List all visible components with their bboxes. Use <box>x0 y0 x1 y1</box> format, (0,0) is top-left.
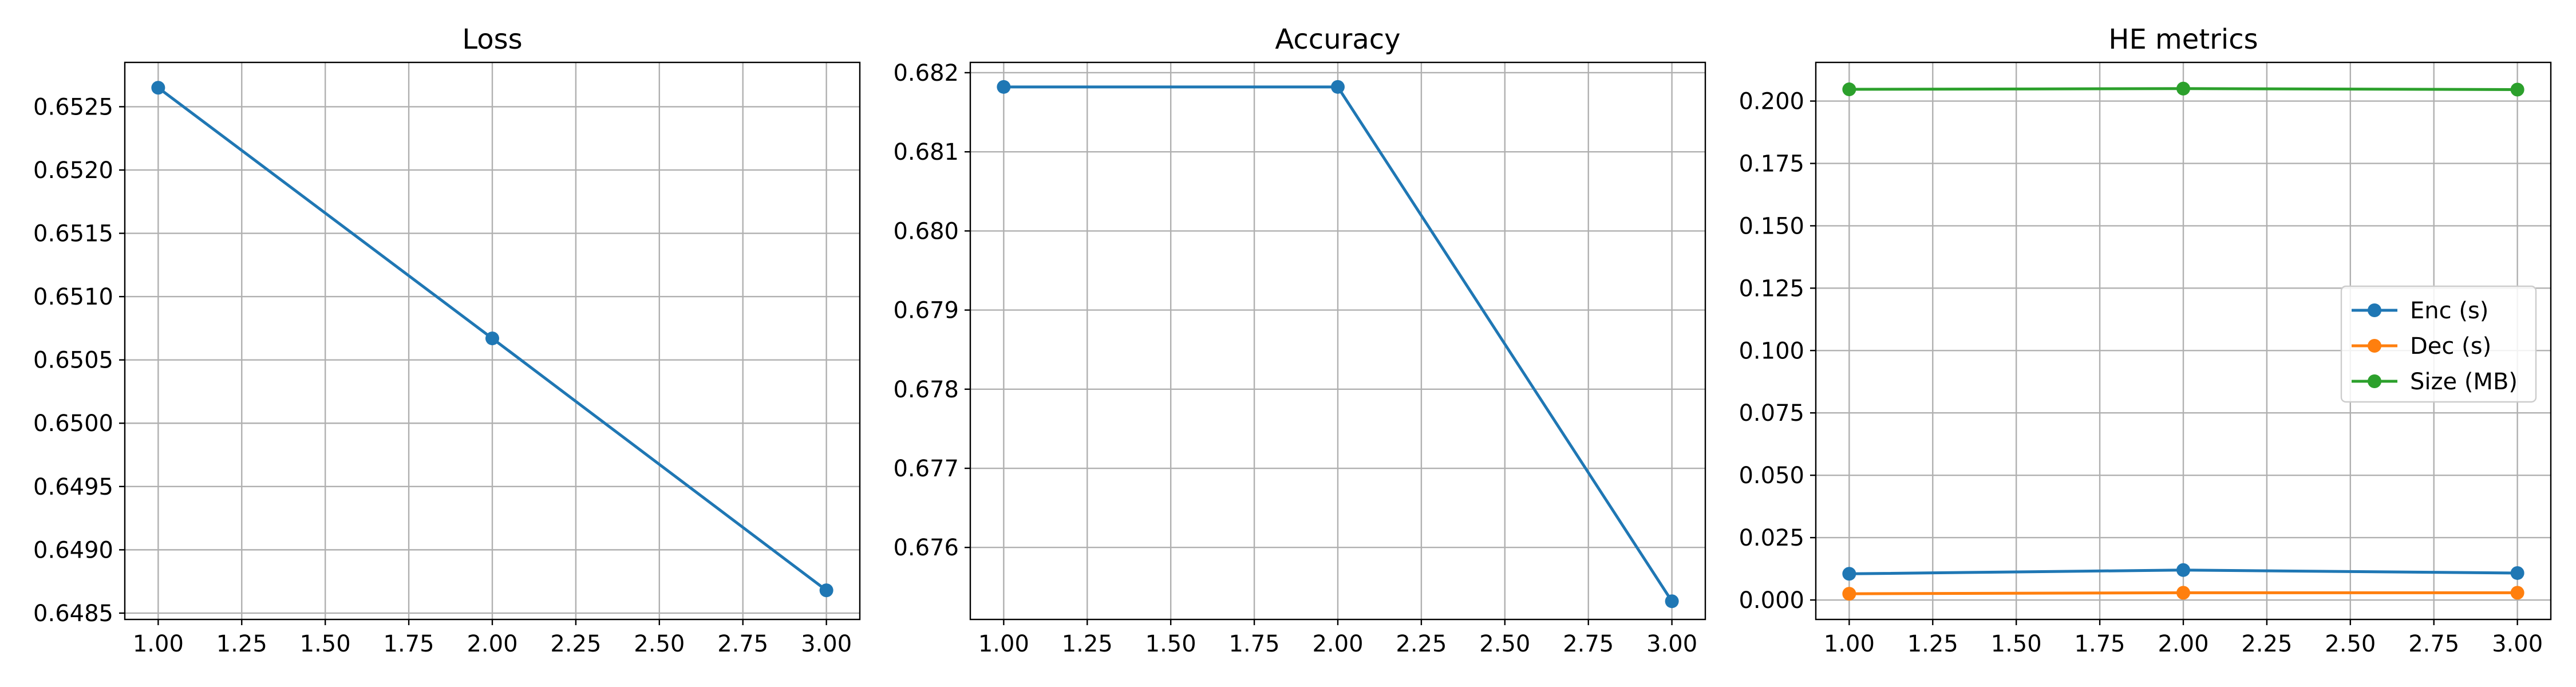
series-1 <box>1842 586 2524 601</box>
x-tick-label: 1.25 <box>1062 631 1113 657</box>
legend-label: Size (MB) <box>2410 369 2518 395</box>
data-point <box>2176 586 2190 600</box>
data-point <box>2176 81 2190 96</box>
x-tick-label: 2.75 <box>1563 631 1614 657</box>
x-tick-label: 1.00 <box>1824 631 1875 657</box>
y-tick-label: 0.050 <box>1739 463 1804 489</box>
x-tick-label: 2.00 <box>1312 631 1363 657</box>
x-tick-label: 1.00 <box>133 631 184 657</box>
data-point <box>819 583 833 598</box>
grid <box>125 62 860 619</box>
x-tick-label: 2.00 <box>467 631 517 657</box>
y-tick-label: 0.150 <box>1739 213 1804 239</box>
data-point <box>2176 563 2190 577</box>
y-tick-label: 0.6520 <box>33 157 113 184</box>
x-tick-label: 2.00 <box>2158 631 2208 657</box>
data-point <box>1665 594 1679 609</box>
y-tick-label: 0.000 <box>1739 587 1804 614</box>
y-tick-label: 0.025 <box>1739 525 1804 551</box>
y-tick-label: 0.677 <box>893 456 959 482</box>
data-point <box>151 81 165 95</box>
series-2 <box>1842 81 2524 97</box>
data-point <box>1842 82 1856 97</box>
y-tick-label: 0.100 <box>1739 338 1804 364</box>
x-tick-label: 2.25 <box>550 631 601 657</box>
legend-swatch-marker <box>2368 339 2381 353</box>
y-tick-label: 0.6505 <box>33 348 113 374</box>
data-point <box>1331 80 1345 94</box>
x-tick-label: 2.50 <box>634 631 685 657</box>
accuracy-panel: 1.00 1.25 1.50 1.75 2.00 2.25 2.50 2.75 3.00 0.67… <box>893 23 1706 657</box>
x-tick-label: 2.25 <box>1396 631 1447 657</box>
series-0 <box>997 80 1679 609</box>
x-tick-label: 2.25 <box>2241 631 2292 657</box>
he-metrics-panel: 1.00 1.25 1.50 1.75 2.00 2.25 2.50 2.75 3.00 0.00… <box>1739 23 2552 657</box>
x-tick-label: 1.50 <box>1991 631 2042 657</box>
x-tick-label: 3.00 <box>801 631 852 657</box>
legend-label: Enc (s) <box>2410 298 2488 324</box>
x-tick-label: 1.00 <box>978 631 1029 657</box>
x-tick-label: 2.75 <box>2408 631 2459 657</box>
y-tick-label: 0.125 <box>1739 275 1804 302</box>
y-tick-label: 0.075 <box>1739 400 1804 427</box>
axes-frame <box>969 61 1706 621</box>
y-tick-label: 0.200 <box>1739 89 1804 115</box>
legend: Enc (s) Dec (s) Size (MB) <box>2340 285 2537 403</box>
data-point <box>1842 567 1856 581</box>
x-tick-label: 1.50 <box>1145 631 1196 657</box>
x-tick-label: 1.75 <box>384 631 434 657</box>
legend-swatch-marker <box>2368 374 2381 388</box>
x-tick-label: 1.25 <box>216 631 267 657</box>
legend-box <box>2340 285 2537 403</box>
x-tick-label: 3.00 <box>2492 631 2543 657</box>
legend-swatch-marker <box>2368 303 2381 317</box>
x-tick-label: 2.75 <box>717 631 768 657</box>
data-point <box>2510 82 2524 97</box>
x-tick-label: 1.75 <box>2075 631 2125 657</box>
data-point <box>2510 566 2524 580</box>
chart-title: HE metrics <box>2108 23 2258 56</box>
x-tick-label: 1.25 <box>1907 631 1958 657</box>
series-0 <box>1842 563 2524 581</box>
data-point <box>2510 586 2524 600</box>
loss-panel: 1.00 1.25 1.50 1.75 2.00 2.25 2.50 2.75 3.00 0.64… <box>33 23 861 657</box>
series-0 <box>151 81 833 598</box>
y-tick-label: 0.6495 <box>33 474 113 500</box>
y-tick-label: 0.6490 <box>33 537 113 563</box>
y-tick-label: 0.682 <box>893 60 959 86</box>
x-tick-label: 2.50 <box>1479 631 1530 657</box>
x-tick-label: 2.50 <box>2325 631 2376 657</box>
y-tick-label: 0.681 <box>893 139 959 165</box>
x-tick-label: 1.50 <box>300 631 351 657</box>
grid <box>970 62 1705 619</box>
data-point <box>1842 587 1856 601</box>
x-tick-label: 3.00 <box>1646 631 1697 657</box>
legend-label: Dec (s) <box>2410 333 2491 360</box>
y-tick-label: 0.680 <box>893 218 959 244</box>
y-tick-label: 0.6485 <box>33 601 113 627</box>
y-tick-label: 0.676 <box>893 535 959 561</box>
axes-frame <box>1815 61 2552 621</box>
y-tick-label: 0.679 <box>893 298 959 324</box>
data-point <box>997 80 1011 94</box>
y-tick-label: 0.6500 <box>33 410 113 437</box>
y-tick-label: 0.678 <box>893 377 959 403</box>
chart-title: Accuracy <box>1275 23 1400 56</box>
data-point <box>485 331 499 346</box>
y-tick-label: 0.6515 <box>33 221 113 247</box>
y-tick-label: 0.6525 <box>33 94 113 120</box>
axes-frame <box>124 61 861 621</box>
y-tick-label: 0.175 <box>1739 151 1804 177</box>
y-tick-label: 0.6510 <box>33 284 113 310</box>
x-tick-label: 1.75 <box>1229 631 1280 657</box>
chart-title: Loss <box>462 23 522 56</box>
